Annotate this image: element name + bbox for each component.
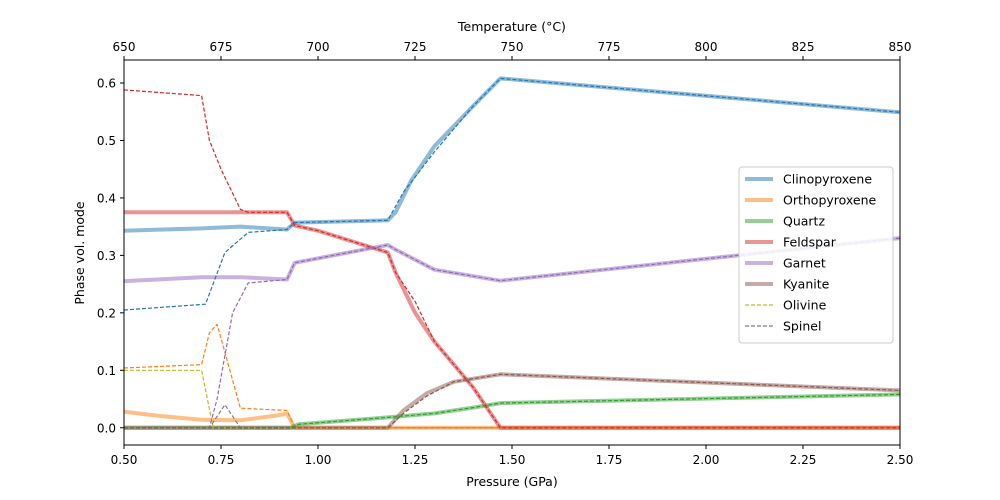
top-x-tick-label: 825 — [792, 40, 815, 54]
top-x-tick-label: 750 — [501, 40, 524, 54]
y-tick-label: 0.3 — [97, 249, 116, 263]
legend-box — [738, 166, 894, 344]
legend-label-garnet: Garnet — [783, 256, 826, 271]
series-line-dashed-12 — [124, 237, 901, 429]
series-line-spinel — [124, 404, 900, 429]
top-x-tick-label: 850 — [889, 40, 912, 54]
x-tick-label: 1.75 — [596, 453, 623, 467]
x-tick-label: 2.25 — [790, 453, 817, 467]
series-line-olivine — [124, 369, 900, 429]
y-tick-label: 0.4 — [97, 191, 116, 205]
x-tick-label: 1.00 — [305, 453, 332, 467]
legend-label-clinopyroxene: Clinopyroxene — [783, 172, 872, 187]
legend-label-olivine: Olivine — [783, 298, 827, 313]
y-tick-label: 0.1 — [97, 364, 116, 378]
top-x-tick-label: 800 — [695, 40, 718, 54]
x-tick-label: 2.50 — [887, 453, 914, 467]
y-tick-label: 0.5 — [97, 134, 116, 148]
series-line-dashed-13 — [124, 373, 901, 429]
top-x-tick-label: 650 — [113, 40, 136, 54]
y-tick-label: 0.6 — [97, 76, 116, 90]
top-x-tick-label: 775 — [598, 40, 621, 54]
series-line-orthopyroxene — [123, 409, 900, 430]
x-tick-label: 0.50 — [111, 453, 138, 467]
legend-label-quartz: Quartz — [783, 214, 825, 229]
top-x-tick-label: 725 — [404, 40, 427, 54]
legend-label-orthopyroxene: Orthopyroxene — [783, 193, 877, 208]
x-tick-label: 1.25 — [402, 453, 429, 467]
top-x-tick-label: 675 — [210, 40, 233, 54]
y-tick-label: 0.0 — [97, 421, 116, 435]
x-axis-label: Pressure (GPa) — [466, 474, 557, 489]
legend-label-feldspar: Feldspar — [783, 235, 837, 250]
series-layer — [123, 76, 901, 430]
x-tick-label: 1.50 — [499, 453, 526, 467]
axes-layer: 0.50 0.75 1.00 1.25 1.50 1.75 2.00 2.25 2.50 650 6… — [97, 40, 913, 467]
legend-label-spinel: Spinel — [783, 319, 821, 334]
series-line-dashed-11 — [123, 89, 900, 429]
top-x-tick-label: 700 — [307, 40, 330, 54]
y-tick-label: 0.2 — [97, 306, 116, 320]
series-line-dashed-9 — [123, 323, 900, 429]
series-line-dashed-8 — [123, 77, 901, 311]
legend: Clinopyroxene Orthopyroxene Quartz Feldspar… — [738, 166, 894, 344]
x-tick-label: 0.75 — [208, 453, 235, 467]
series-line-quartz — [124, 392, 901, 430]
y-axis-label: Phase vol. mode — [72, 201, 87, 305]
x-tick-label: 2.00 — [693, 453, 720, 467]
top-x-axis-label: Temperature (°C) — [457, 19, 566, 34]
series-line-dashed-10 — [124, 393, 901, 429]
legend-label-kyanite: Kyanite — [783, 277, 830, 292]
